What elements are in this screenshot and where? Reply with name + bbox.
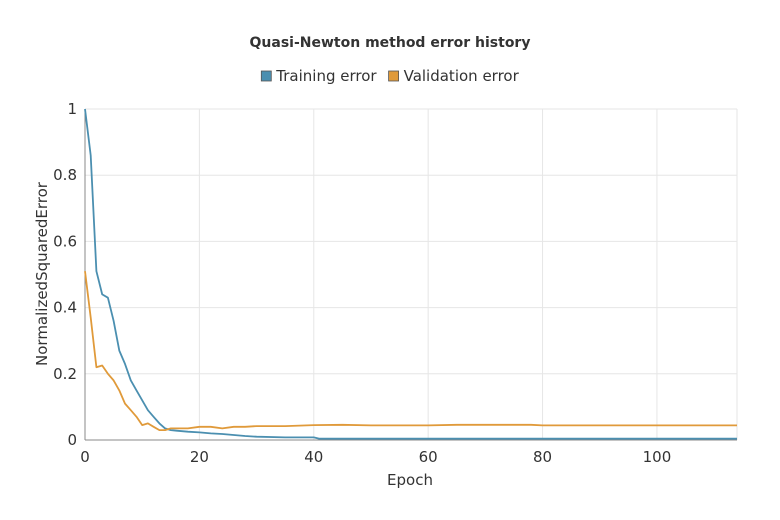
series-layer bbox=[84, 108, 737, 440]
y-tick-label: 0.2 bbox=[53, 365, 77, 383]
legend-label: Training error bbox=[275, 67, 377, 85]
y-tick-label: 1 bbox=[67, 100, 77, 118]
legend-item[interactable]: Validation error bbox=[388, 67, 520, 85]
x-tick-label: 60 bbox=[419, 448, 438, 466]
x-axis-label: Epoch bbox=[387, 471, 433, 489]
legend: Training error Validation error bbox=[260, 67, 520, 85]
y-tick-label: 0.8 bbox=[53, 166, 77, 184]
x-tick-label: 40 bbox=[304, 448, 323, 466]
legend-swatch bbox=[260, 70, 272, 82]
legend-label: Validation error bbox=[404, 67, 520, 85]
x-tick-label: 80 bbox=[533, 448, 552, 466]
y-tick-label: 0 bbox=[67, 431, 77, 449]
legend-item[interactable]: Training error bbox=[260, 67, 377, 85]
y-tick-label: 0.4 bbox=[53, 299, 77, 317]
grid bbox=[84, 108, 738, 441]
x-tick-label: 20 bbox=[190, 448, 209, 466]
y-tick-label: 0.6 bbox=[53, 232, 77, 250]
legend-swatch bbox=[388, 70, 400, 82]
x-tick-label: 0 bbox=[80, 448, 90, 466]
series-line-validation-error bbox=[84, 271, 737, 432]
ticks: 0 20 40 60 80 100 0 0.2 0.4 0.6 0.8 1 bbox=[53, 100, 671, 466]
chart-title: Quasi-Newton method error history bbox=[250, 35, 531, 51]
x-tick-label: 100 bbox=[643, 448, 672, 466]
y-axis-label: NormalizedSquaredError bbox=[33, 181, 51, 366]
series-line-training-error bbox=[84, 108, 737, 440]
